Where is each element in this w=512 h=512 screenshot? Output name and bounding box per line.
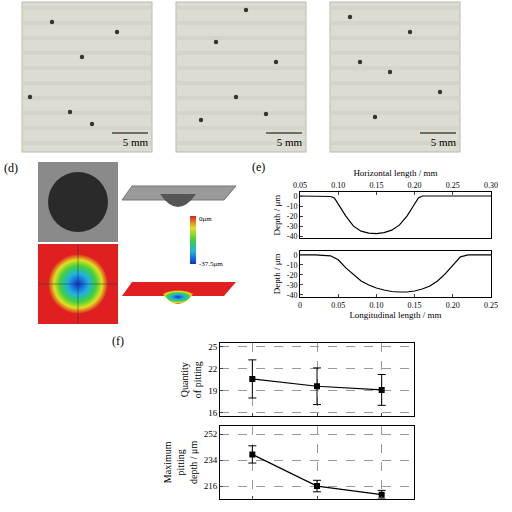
svg-text:0.30: 0.30 (484, 181, 498, 190)
svg-text:216: 216 (204, 481, 218, 491)
svg-text:(d): (d) (4, 161, 18, 175)
html-text:(e): (e) (252, 160, 266, 174)
svg-text:-20: -20 (287, 212, 298, 221)
svg-text:-40: -40 (287, 291, 298, 300)
svg-text:0.20: 0.20 (408, 181, 422, 190)
svg-text:22: 22 (208, 364, 217, 374)
svg-text:Longitudinal length / mm: Longitudinal length / mm (349, 310, 441, 320)
svg-text:-30: -30 (287, 222, 298, 231)
svg-text:-30: -30 (287, 281, 298, 290)
svg-text:0: 0 (293, 251, 297, 260)
svg-text:Depth / μm: Depth / μm (272, 253, 282, 294)
svg-text:0μm: 0μm (199, 215, 212, 223)
svg-text:234: 234 (204, 455, 218, 465)
svg-text:252: 252 (204, 429, 218, 439)
svg-text:25: 25 (208, 342, 218, 352)
svg-text:5 mm: 5 mm (431, 136, 457, 148)
html-text:(f): (f) (112, 334, 124, 348)
svg-text:19: 19 (208, 386, 218, 396)
svg-text:5 mm: 5 mm (277, 136, 303, 148)
svg-text:Quantityof pitting: Quantityof pitting (179, 361, 203, 398)
svg-text:0.15: 0.15 (408, 301, 422, 310)
svg-text:0.05: 0.05 (331, 301, 345, 310)
svg-text:0.10: 0.10 (369, 301, 383, 310)
svg-text:0.25: 0.25 (484, 301, 498, 310)
svg-text:0.20: 0.20 (446, 301, 460, 310)
svg-text:-40: -40 (287, 232, 298, 241)
svg-text:-37.5μm: -37.5μm (199, 260, 223, 268)
svg-text:0.25: 0.25 (446, 181, 460, 190)
svg-text:16: 16 (208, 408, 218, 418)
svg-text:5 mm: 5 mm (123, 136, 149, 148)
svg-text:-10: -10 (287, 202, 298, 211)
svg-text:0.15: 0.15 (369, 181, 383, 190)
svg-text:0: 0 (293, 192, 297, 201)
svg-text:Horizontal length / mm: Horizontal length / mm (353, 168, 437, 178)
svg-text:0.05: 0.05 (293, 181, 307, 190)
svg-text:0: 0 (298, 301, 302, 310)
svg-text:0.10: 0.10 (331, 181, 345, 190)
svg-text:Depth / μm: Depth / μm (272, 195, 282, 236)
svg-text:-10: -10 (287, 261, 298, 270)
svg-text:-20: -20 (287, 271, 298, 280)
svg-text:Maximumpittingdepth / μm: Maximumpittingdepth / μm (162, 441, 199, 484)
